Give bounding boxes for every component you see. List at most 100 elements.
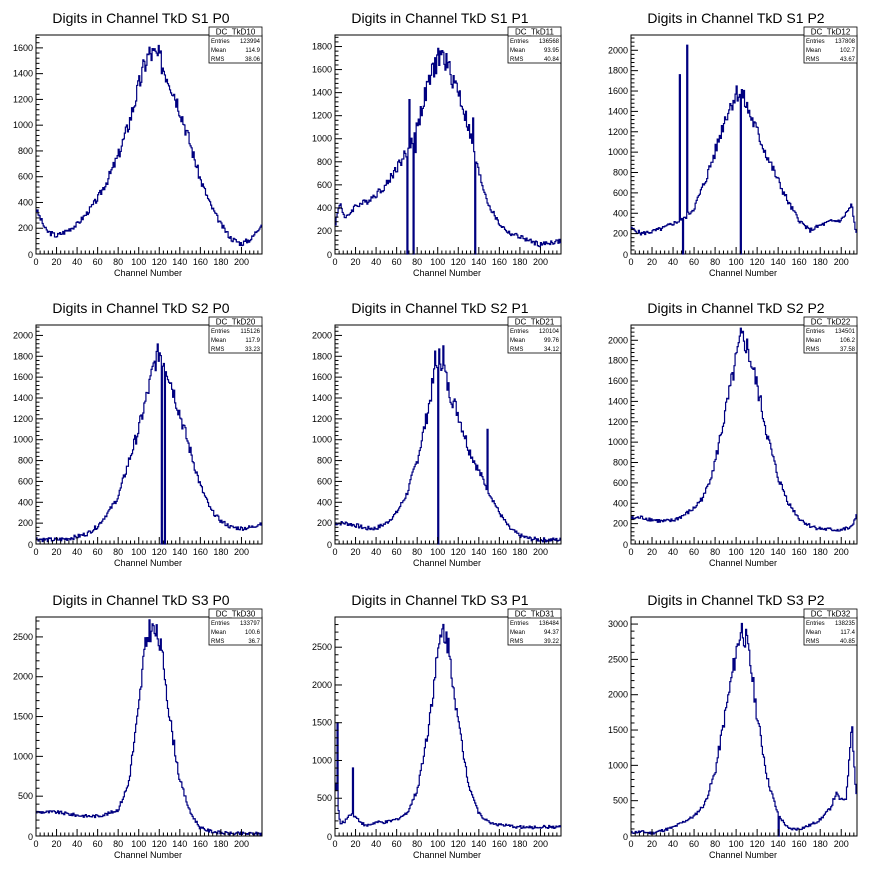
stats-rms-label: RMS <box>510 347 523 353</box>
y-tick-label: 1200 <box>312 414 332 424</box>
stats-entries-label: Entries <box>806 329 825 335</box>
x-tick-label: 200 <box>834 547 849 557</box>
x-tick-label: 0 <box>33 257 38 267</box>
y-tick-label: 1500 <box>312 718 332 728</box>
plot-frame <box>35 324 263 545</box>
y-tick-label: 800 <box>317 157 332 167</box>
y-tick-label: 1800 <box>608 356 628 366</box>
x-tick-label: 180 <box>813 257 828 267</box>
y-tick-label: 400 <box>18 497 33 507</box>
x-tick-label: 180 <box>213 839 228 849</box>
stats-name: DC_TkD10 <box>216 28 256 37</box>
stats-box-frame <box>208 316 263 354</box>
y-tick-label: 0 <box>623 540 628 550</box>
y-tick-label: 800 <box>613 168 628 178</box>
x-tick-label: 20 <box>647 257 657 267</box>
stats-box-frame <box>208 608 263 646</box>
x-tick-label: 180 <box>213 547 228 557</box>
stats-mean-label: Mean <box>806 630 821 636</box>
stats-rms-label: RMS <box>806 639 819 645</box>
x-tick-label: 160 <box>492 257 507 267</box>
plot-frame <box>334 324 562 545</box>
stats-box-frame <box>803 26 858 64</box>
x-tick-label: 0 <box>628 547 633 557</box>
plot-frame <box>35 616 263 837</box>
x-tick-label: 200 <box>234 839 249 849</box>
plot-frame <box>334 616 562 837</box>
y-tick-label: 0 <box>28 832 33 842</box>
x-axis-label: Channel Number <box>413 268 481 278</box>
stats-rms-value: 37.58 <box>840 347 856 353</box>
y-tick-label: 500 <box>317 793 332 803</box>
y-tick-label: 800 <box>18 146 33 156</box>
y-tick-label: 1600 <box>13 372 33 382</box>
stats-name: DC_TkD12 <box>811 28 851 37</box>
y-tick-label: 400 <box>613 498 628 508</box>
y-tick-label: 200 <box>18 518 33 528</box>
stats-entries-value: 136568 <box>539 39 560 45</box>
plot-frame <box>35 34 263 255</box>
stats-entries-label: Entries <box>211 329 230 335</box>
y-tick-label: 2000 <box>312 680 332 690</box>
stats-entries-label: Entries <box>510 329 529 335</box>
y-tick-label: 200 <box>613 519 628 529</box>
y-tick-label: 2000 <box>312 330 332 340</box>
stats-box: DC_TkD10 Entries 123994 Mean 114.9 RMS 38.06 <box>208 26 263 64</box>
x-tick-label: 40 <box>371 839 381 849</box>
histogram-line <box>36 619 262 836</box>
stats-entries-label: Entries <box>806 39 825 45</box>
x-tick-label: 60 <box>93 839 103 849</box>
y-tick-label: 1200 <box>13 94 33 104</box>
histogram-panel-1: Digits in Channel TkD S1 P0 0 20 40 60 80 100 1… <box>13 10 263 278</box>
x-tick-label: 100 <box>430 547 445 557</box>
y-tick-label: 0 <box>28 250 33 260</box>
plot-frame <box>630 324 858 545</box>
x-tick-label: 160 <box>193 839 208 849</box>
stats-entries-value: 138235 <box>835 621 856 627</box>
stats-mean-label: Mean <box>211 630 226 636</box>
y-tick-label: 200 <box>317 518 332 528</box>
x-tick-label: 140 <box>471 839 486 849</box>
stats-mean-value: 117.4 <box>840 630 855 636</box>
y-tick-label: 400 <box>317 497 332 507</box>
panel-title: Digits in Channel TkD S2 P0 <box>52 300 229 316</box>
y-tick-label: 200 <box>317 226 332 236</box>
stats-name: DC_TkD31 <box>515 610 555 619</box>
y-tick-label: 600 <box>18 172 33 182</box>
y-tick-label: 600 <box>613 478 628 488</box>
stats-box-frame <box>507 608 562 646</box>
panel-title: Digits in Channel TkD S3 P2 <box>647 592 824 608</box>
x-axis-label: Channel Number <box>413 850 481 860</box>
histogram-line <box>631 44 857 255</box>
x-tick-label: 40 <box>72 839 82 849</box>
stats-rms-label: RMS <box>211 347 224 353</box>
y-tick-label: 1400 <box>312 393 332 403</box>
x-tick-label: 0 <box>332 547 337 557</box>
stats-mean-label: Mean <box>211 338 226 344</box>
y-tick-label: 1000 <box>608 147 628 157</box>
y-tick-label: 3000 <box>608 619 628 629</box>
x-tick-label: 60 <box>392 839 402 849</box>
x-tick-label: 200 <box>533 547 548 557</box>
y-tick-label: 0 <box>623 250 628 260</box>
x-tick-label: 100 <box>131 257 146 267</box>
x-tick-label: 0 <box>33 839 38 849</box>
stats-entries-label: Entries <box>510 621 529 627</box>
stats-entries-label: Entries <box>510 39 529 45</box>
x-tick-label: 80 <box>412 257 422 267</box>
x-tick-label: 80 <box>412 547 422 557</box>
plot-frame <box>334 34 562 255</box>
y-tick-label: 200 <box>613 229 628 239</box>
stats-mean-value: 117.9 <box>245 338 260 344</box>
x-tick-label: 40 <box>72 547 82 557</box>
stats-rms-value: 34.12 <box>544 347 560 353</box>
y-tick-label: 2500 <box>608 654 628 664</box>
stats-box-frame <box>507 316 562 354</box>
x-tick-label: 140 <box>172 839 187 849</box>
x-tick-label: 20 <box>647 547 657 557</box>
x-axis-label: Channel Number <box>709 558 777 568</box>
panel-title: Digits in Channel TkD S2 P1 <box>351 300 528 316</box>
histogram-line <box>631 327 857 532</box>
y-tick-label: 1000 <box>312 134 332 144</box>
